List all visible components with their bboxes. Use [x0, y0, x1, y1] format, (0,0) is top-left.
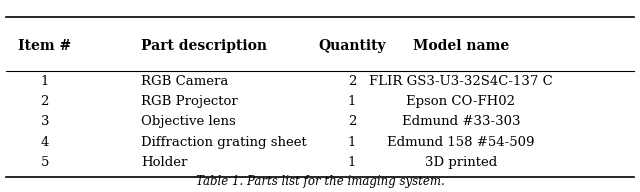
Text: RGB Camera: RGB Camera [141, 75, 228, 88]
Text: 2: 2 [348, 75, 356, 88]
Text: RGB Projector: RGB Projector [141, 95, 237, 108]
Text: 3: 3 [40, 115, 49, 128]
Text: Item #: Item # [18, 39, 72, 53]
Text: 2: 2 [348, 115, 356, 128]
Text: Edmund #33-303: Edmund #33-303 [401, 115, 520, 128]
Text: Part description: Part description [141, 39, 267, 53]
Text: 1: 1 [348, 136, 356, 149]
Text: FLIR GS3-U3-32S4C-137 C: FLIR GS3-U3-32S4C-137 C [369, 75, 553, 88]
Text: Quantity: Quantity [318, 39, 386, 53]
Text: 5: 5 [40, 156, 49, 169]
Text: 3D printed: 3D printed [425, 156, 497, 169]
Text: 2: 2 [40, 95, 49, 108]
Text: Edmund 158 #54-509: Edmund 158 #54-509 [387, 136, 534, 149]
Text: 1: 1 [348, 95, 356, 108]
Text: Model name: Model name [413, 39, 509, 53]
Text: Diffraction grating sheet: Diffraction grating sheet [141, 136, 307, 149]
Text: Holder: Holder [141, 156, 187, 169]
Text: 1: 1 [348, 156, 356, 169]
Text: Table 1. Parts list for the imaging system.: Table 1. Parts list for the imaging syst… [196, 175, 444, 188]
Text: 1: 1 [40, 75, 49, 88]
Text: 4: 4 [40, 136, 49, 149]
Text: Epson CO-FH02: Epson CO-FH02 [406, 95, 515, 108]
Text: Objective lens: Objective lens [141, 115, 236, 128]
